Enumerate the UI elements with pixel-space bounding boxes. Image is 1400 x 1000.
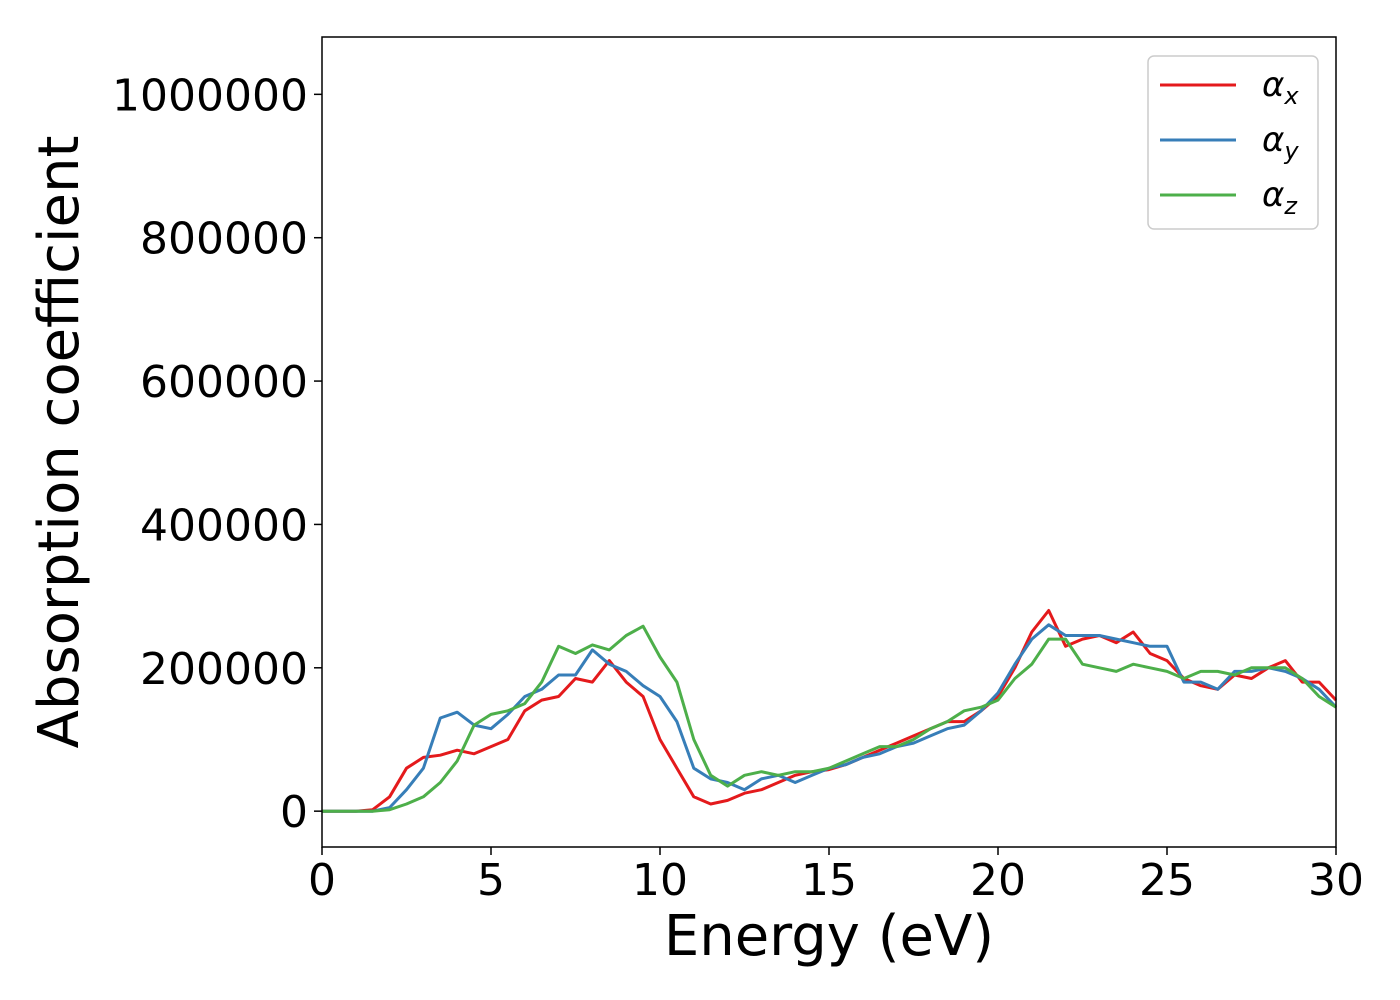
y-tick-label: 0 [280,787,308,838]
y-tick-label: 1000000 [112,70,308,121]
x-axis-label: Energy (eV) [664,904,994,969]
x-tick-label: 25 [1139,855,1195,906]
legend: αx αy αz [1147,55,1319,230]
series-line-x [322,609,1338,813]
series-line-y [322,623,1338,813]
y-tick-label: 600000 [140,357,308,408]
x-tick-label: 15 [801,855,857,906]
series-line-z [322,624,1337,813]
y-tick-label: 800000 [140,214,308,265]
x-tick-label: 5 [477,855,505,906]
x-tick-label: 0 [308,855,336,906]
legend-label-z: αz [1262,175,1298,220]
x-tick-label: 30 [1308,855,1364,906]
y-axis: 0 200000 400000 600000 800000 1000000 [112,70,322,838]
y-tick-label: 400000 [140,500,308,551]
x-axis: 0 5 10 15 20 25 30 [308,847,1364,906]
legend-box [1147,55,1319,230]
x-tick-label: 20 [970,855,1026,906]
y-tick-label: 200000 [140,644,308,695]
y-axis-label: Absorption coefficient [27,136,92,749]
legend-label-x: αx [1262,65,1299,110]
legend-label-y: αy [1262,120,1299,165]
series-lines [322,609,1338,813]
x-tick-label: 10 [632,855,688,906]
